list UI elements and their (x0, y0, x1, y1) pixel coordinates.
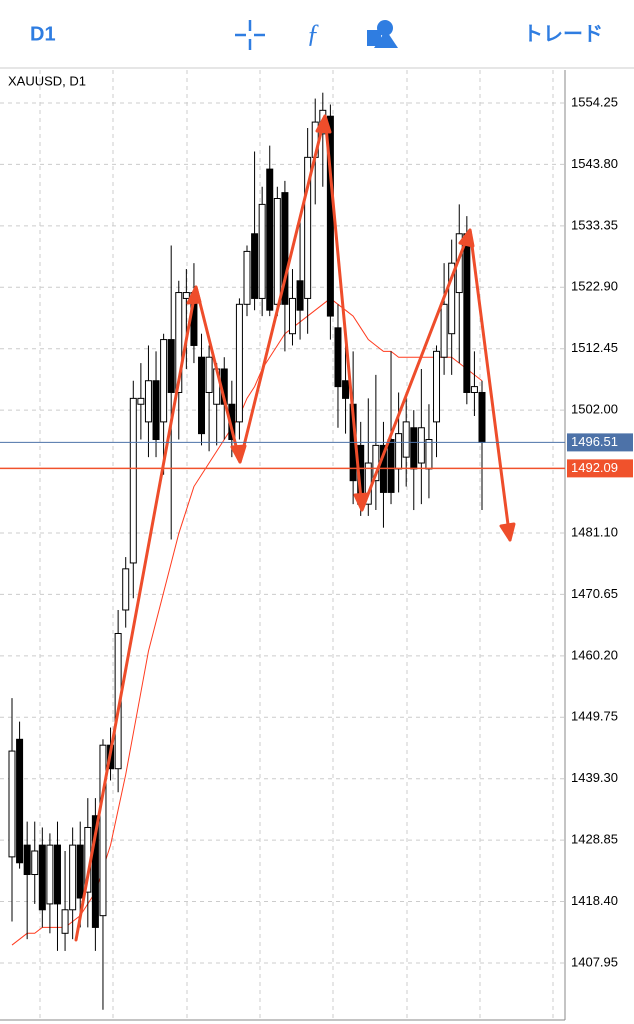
candle-body-up (99, 744, 107, 917)
y-tick-label: 1428.85 (571, 832, 618, 847)
candle-body-up (61, 909, 69, 934)
candle-body-down (38, 844, 46, 911)
price-label: 1496.51 (571, 434, 618, 449)
y-tick-label: 1533.35 (571, 217, 618, 232)
candle-body-up (129, 397, 137, 564)
trend-arrows (74, 114, 516, 942)
candle-body-up (160, 339, 168, 423)
y-tick-label: 1543.80 (571, 156, 618, 171)
candle-body-down (91, 815, 99, 928)
candle-body-up (235, 303, 243, 423)
candle-body-up (304, 156, 312, 299)
candle-body-up (8, 750, 16, 858)
candle-body-up (395, 433, 403, 470)
candle-body-up (46, 844, 54, 905)
candle-body-down (410, 427, 418, 470)
y-tick-label: 1502.00 (571, 402, 618, 417)
candle-body-up (425, 439, 433, 470)
candle-body-down (152, 380, 160, 441)
candle-body-down (16, 738, 24, 864)
candle-body-up (243, 250, 251, 305)
objects-icon[interactable] (367, 20, 398, 48)
candle-body-down (296, 280, 304, 311)
candle-body-up (69, 844, 77, 911)
moving-average (11, 297, 483, 946)
time-grid (39, 70, 554, 1020)
price-label-bg (567, 433, 633, 452)
candle-body-up (258, 203, 266, 299)
candle-body-down (198, 356, 206, 435)
candle-body-up (144, 380, 152, 423)
y-tick-label: 1449.75 (571, 709, 618, 724)
candle-body-down (387, 439, 395, 493)
candle-body-up (137, 397, 145, 405)
symbol-label: XAUUSD, D1 (8, 73, 86, 88)
candle-body-down (167, 339, 175, 393)
y-tick-label: 1418.40 (571, 893, 618, 908)
candle-body-down (463, 233, 471, 393)
candle-body-down (478, 391, 486, 443)
candle-body-up (31, 850, 39, 876)
candle-body-up (205, 356, 213, 393)
y-tick-label: 1407.95 (571, 954, 618, 969)
candle-body-up (470, 386, 478, 393)
y-tick-label: 1554.25 (571, 94, 618, 109)
indicator-icon[interactable]: ƒ (307, 19, 320, 48)
candle-body-up (448, 262, 456, 335)
y-tick-label: 1470.65 (571, 586, 618, 601)
candle-body-up (175, 292, 183, 393)
candle-body-down (76, 844, 84, 899)
candle-body-down (281, 192, 289, 305)
candle-body-down (251, 233, 259, 299)
candle-body-up (433, 350, 441, 423)
trade-button[interactable]: トレード (523, 23, 603, 45)
candle-body-down (53, 844, 61, 905)
candle-body-down (23, 844, 31, 876)
candle-body-up (273, 198, 281, 305)
price-label-bg (567, 459, 633, 478)
candle-body-up (417, 427, 425, 464)
timeframe-button[interactable]: D1 (30, 23, 56, 45)
crosshair-icon[interactable] (235, 20, 265, 50)
candle-body-up (440, 303, 448, 358)
candle-body-up (402, 421, 410, 458)
candle-body-up (122, 568, 130, 611)
y-tick-label: 1512.45 (571, 340, 618, 355)
y-tick-label: 1481.10 (571, 524, 618, 539)
y-tick-label: 1460.20 (571, 647, 618, 662)
price-label: 1492.09 (571, 460, 618, 475)
candle-body-up (288, 297, 296, 335)
y-tick-label: 1439.30 (571, 770, 618, 785)
candle-body-up (182, 292, 190, 299)
candle-body-down (334, 327, 342, 388)
y-tick-label: 1522.90 (571, 279, 618, 294)
candle-body-down (342, 380, 350, 399)
candle-body-down (266, 168, 274, 311)
